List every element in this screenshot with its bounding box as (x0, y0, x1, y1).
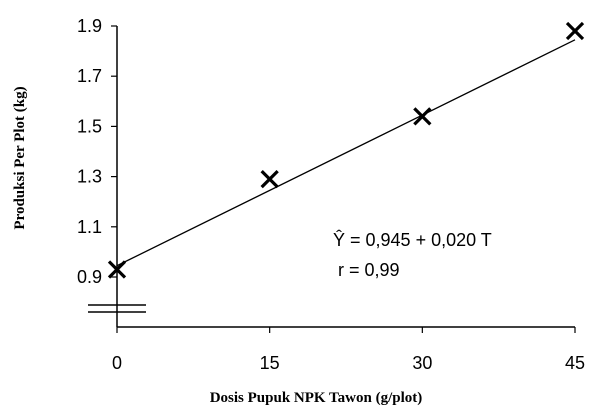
trendline (116, 39, 576, 267)
data-point (413, 107, 432, 126)
y-tick-label: 1.7 (77, 66, 102, 86)
axes (116, 26, 575, 328)
y-tick-label: 0.9 (77, 267, 102, 287)
x-tick-label: 15 (260, 353, 280, 373)
regression-equation: Ŷ = 0,945 + 0,020 T (333, 230, 492, 250)
data-points (107, 21, 585, 279)
data-point (107, 260, 127, 279)
correlation-label: r = 0,99 (338, 260, 400, 280)
y-tick-labels: 0.9 1.1 1.3 1.5 1.7 1.9 (77, 16, 102, 287)
x-tick-labels: 0 15 30 45 (112, 353, 585, 373)
axis-break (88, 304, 146, 313)
y-tick-label: 1.3 (77, 167, 102, 187)
x-tick-label: 30 (412, 353, 432, 373)
data-point (260, 169, 279, 189)
tick-marks (111, 25, 576, 333)
data-point (565, 21, 585, 41)
x-tick-label: 0 (112, 353, 122, 373)
y-tick-label: 1.5 (77, 116, 102, 136)
y-tick-label: 1.9 (77, 16, 102, 36)
y-tick-label: 1.1 (77, 217, 102, 237)
y-axis-title: Produksi Per Plot (kg) (12, 86, 28, 229)
x-axis-title: Dosis Pupuk NPK Tawon (g/plot) (210, 390, 423, 406)
x-tick-label: 45 (565, 353, 585, 373)
